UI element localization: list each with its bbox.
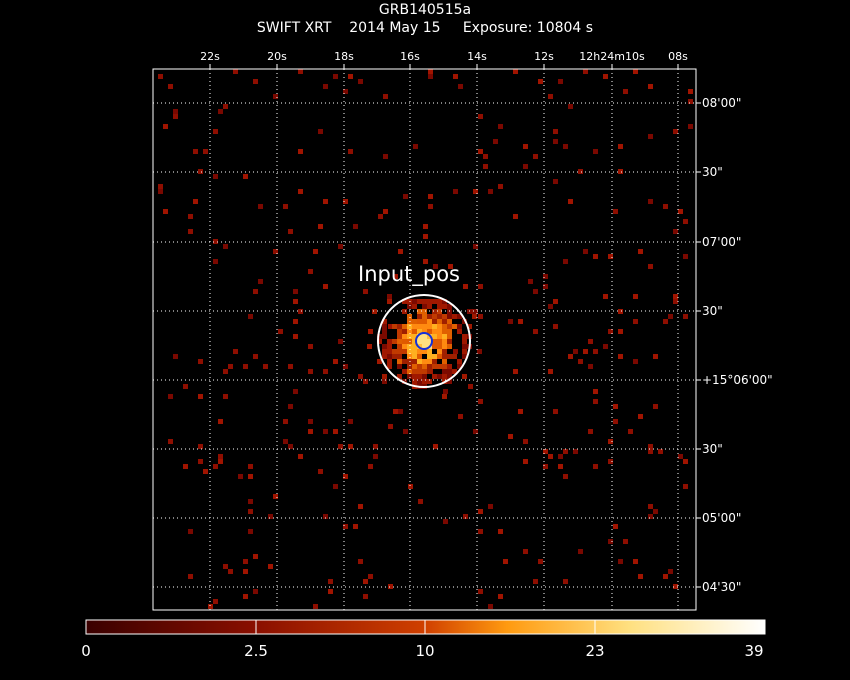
source-position-marker [415,332,433,350]
dec-tick-label: 07'00" [702,235,742,249]
dec-tick-label: 04'30" [702,580,742,594]
dec-tick-label: 05'00" [702,511,742,525]
colorbar-tick-label: 39 [744,642,764,660]
source-region-circle [377,294,471,388]
coordinate-grid [153,64,701,610]
dec-tick-label: +15°06'00" [702,373,773,387]
image-frame [152,68,697,611]
date-label: 2014 May 15 [349,20,441,36]
dec-tick-label: 30" [702,165,723,179]
image-subtitle: SWIFT XRT 2014 May 15 Exposure: 10804 s [0,20,850,36]
ra-tick-label: 16s [400,50,420,63]
ra-tick-label: 20s [267,50,287,63]
instrument-label: SWIFT XRT [256,20,332,36]
source-label: Input_pos [358,262,460,286]
exposure-label: Exposure: 10804 s [462,20,594,36]
dec-tick-label: 30" [702,442,723,456]
dec-tick-label: 30" [702,304,723,318]
photon-pixels [158,69,693,609]
colorbar-tick-label: 2.5 [244,642,268,660]
image-title: GRB140515a [378,2,472,18]
ra-tick-label: 22s [200,50,220,63]
ra-tick-label: 14s [467,50,487,63]
ra-tick-label: 08s [668,50,688,63]
ra-tick-label: 18s [334,50,354,63]
ra-tick-label: 12s [534,50,554,63]
colorbar-tick-label: 23 [585,642,605,660]
colorbar-tick-label: 0 [81,642,91,660]
dec-tick-label: 08'00" [702,96,742,110]
ra-tick-label: 12h24m10s [579,50,645,63]
colorbar-tick-label: 10 [415,642,435,660]
